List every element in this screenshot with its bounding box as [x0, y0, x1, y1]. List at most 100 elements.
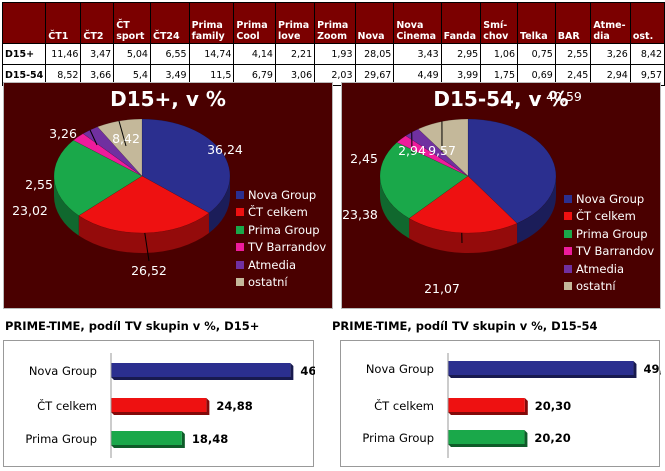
leader-line — [118, 120, 127, 147]
pie-slice-nova-group — [141, 118, 231, 214]
legend-item-prima-group: Prima Group — [236, 221, 326, 239]
data-label: 40,59 — [546, 89, 582, 104]
pie-panel-d15-54: D15-54, v % 40,59 21,07 23,38 2,45 2,94 9,57 … — [341, 82, 661, 309]
data-label: 49,02 — [643, 362, 661, 376]
data-label: 9,57 — [428, 143, 456, 158]
table-cell: 14,74 — [188, 43, 235, 65]
legend-item-atmedia: Atmedia — [564, 260, 654, 278]
data-label: 2,55 — [25, 177, 53, 192]
pie-slice-ct-celkem — [408, 175, 518, 234]
bar-chart-title: PRIME-TIME, podíl TV skupin v %, D15+ — [5, 319, 260, 333]
column-header: ČT24 — [149, 2, 190, 44]
column-header: ost. — [629, 2, 665, 44]
pie-slice-atmedia — [405, 128, 469, 177]
column-header: ČT sport — [113, 2, 151, 44]
pie-slice-nova-group — [467, 118, 557, 224]
column-header: Prima Cool — [233, 2, 276, 44]
pie-panel-d15plus: D15+, v % 36,24 26,52 23,02 2,55 3,26 8,42 No… — [3, 82, 333, 309]
table-header-row: ČT1 ČT2 ČT sport ČT24 Prima family Prima Cool… — [1, 2, 665, 44]
legend-swatch — [564, 194, 572, 203]
legend-label: Atmedia — [576, 261, 624, 276]
legend-item-nova-group: Nova Group — [236, 186, 326, 204]
column-header: Smí-chov — [480, 2, 519, 44]
legend-item-ostatni: ostatní — [564, 278, 654, 296]
column-header: Prima love — [274, 2, 316, 44]
table-cell: 2,55 — [554, 43, 592, 65]
leader-line — [144, 232, 150, 262]
data-label: 46,79 — [300, 364, 315, 378]
data-label: 20,30 — [535, 399, 571, 413]
data-label: 21,07 — [424, 281, 460, 296]
table-cell: 8,42 — [629, 43, 665, 65]
column-header: Nova — [354, 2, 395, 44]
category-label: ČT celkem — [374, 398, 434, 413]
pie-depth — [380, 176, 556, 254]
pie-chart: 40,59 21,07 23,38 2,45 2,94 9,57 — [342, 89, 582, 296]
legend-label: ČT celkem — [248, 205, 308, 220]
legend-item-ostatni: ostatní — [236, 274, 326, 292]
table-cell: 28,05 — [354, 43, 395, 65]
table-body: D15+ 11,46 3,47 5,04 6,55 14,74 4,14 2,21 1,93 28… — [1, 43, 665, 86]
leader-line — [89, 129, 98, 146]
data-label: 2,45 — [350, 151, 378, 166]
data-label: 23,38 — [342, 207, 378, 222]
legend-swatch — [236, 260, 244, 269]
table-cell: 1,93 — [314, 43, 356, 65]
bar-chart: Nova Group 49,02 ČT celkem 20,30 Prima Group… — [362, 353, 661, 458]
column-header: Prima Zoom — [314, 2, 356, 44]
table-corner-cell — [1, 2, 47, 44]
legend-swatch — [564, 212, 572, 221]
data-label: 20,20 — [534, 431, 570, 445]
table-cell: 5,04 — [113, 43, 151, 65]
table-row: D15+ 11,46 3,47 5,04 6,55 14,74 4,14 2,21 1,93 28… — [1, 43, 665, 65]
data-label: 18,48 — [192, 432, 228, 446]
legend-label: ostatní — [248, 275, 288, 290]
data-label: 26,52 — [131, 263, 167, 278]
share-table: ČT1 ČT2 ČT sport ČT24 Prima family Prima Cool… — [1, 2, 665, 86]
legend-label: Prima Group — [576, 226, 648, 241]
table-cell: 2,21 — [274, 43, 316, 65]
column-header: ČT2 — [80, 2, 115, 44]
legend-item-ct-celkem: ČT celkem — [564, 208, 654, 226]
data-label: 24,88 — [216, 399, 252, 413]
category-label: Prima Group — [25, 432, 97, 446]
bar-prima-group — [111, 431, 185, 448]
table-cell: 2,03 — [314, 64, 356, 86]
bar-ct-celkem — [111, 398, 210, 415]
legend-label: ostatní — [576, 279, 616, 294]
legend-swatch — [564, 264, 572, 273]
category-label: Nova Group — [366, 362, 434, 376]
bar-nova-group — [448, 361, 637, 378]
table-cell: 4,14 — [233, 43, 276, 65]
chart-title: D15+, v % — [110, 87, 226, 111]
bar-panel-d15-54: Nova Group 49,02 ČT celkem 20,30 Prima Group… — [340, 340, 661, 467]
legend-label: Nova Group — [576, 191, 645, 206]
legend-swatch — [236, 278, 244, 287]
row-header: D15+ — [1, 43, 47, 65]
legend-swatch — [564, 247, 572, 256]
legend-label: Nova Group — [248, 187, 317, 202]
legend: Nova Group ČT celkem Prima Group TV Barrand… — [236, 186, 326, 291]
data-label: 3,26 — [49, 126, 77, 141]
legend-label: Atmedia — [248, 257, 296, 272]
column-header: Fanda — [440, 2, 482, 44]
category-label: Prima Group — [362, 431, 434, 445]
legend: Nova Group ČT celkem Prima Group TV Barrand… — [564, 190, 654, 295]
legend-swatch — [564, 282, 572, 291]
pie-slice-side-prima-group — [380, 176, 410, 239]
pie-slice-ct-celkem — [78, 175, 210, 234]
pie-slice-tv-barrandov — [396, 135, 469, 177]
bar-prima-group — [448, 430, 528, 447]
pie-slice-prima-group — [379, 142, 469, 219]
legend-item-atmedia: Atmedia — [236, 256, 326, 274]
bar-panel-d15plus: Nova Group 46,79 ČT celkem 24,88 Prima Group… — [3, 340, 315, 467]
legend-swatch — [236, 225, 244, 234]
legend-label: ČT celkem — [576, 209, 636, 224]
pie-slice-side-ct-celkem — [78, 212, 209, 253]
column-header: Prima family — [188, 2, 235, 44]
pie-chart: 36,24 26,52 23,02 2,55 3,26 8,42 — [12, 118, 243, 278]
pie-slice-side-ct-celkem — [409, 218, 518, 254]
table-cell: 3,26 — [590, 43, 631, 65]
column-header: BAR — [554, 2, 592, 44]
column-header: Nova Cinema — [393, 2, 442, 44]
